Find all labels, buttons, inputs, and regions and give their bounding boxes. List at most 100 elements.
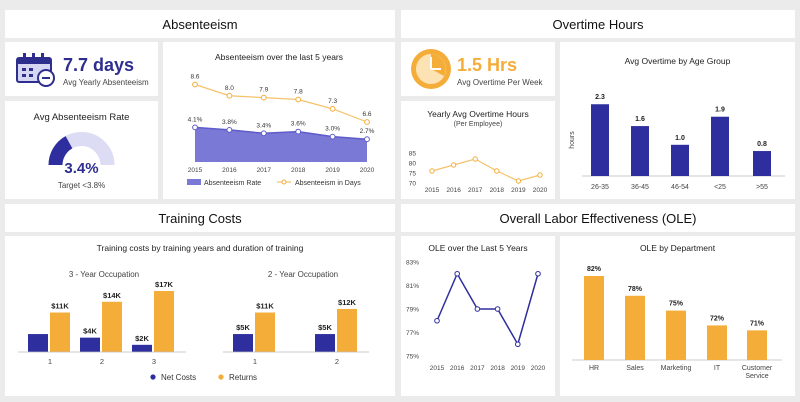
x-tick-label: <25 <box>714 184 726 191</box>
x-tick-label: 1 <box>253 357 257 366</box>
yearly-ot-title: Yearly Avg Overtime Hours <box>427 109 529 119</box>
kpi-overtime-label: Avg Overtime Per Week <box>457 78 543 87</box>
bar-data-label: 82% <box>587 266 602 273</box>
days-point <box>329 105 336 112</box>
calendar-icon <box>16 53 55 87</box>
clock-icon <box>411 49 451 89</box>
ole-point <box>535 270 541 277</box>
overtime-point <box>537 172 543 178</box>
x-tick-label: 2017 <box>468 187 483 194</box>
group-title: 3 - Year Occupation <box>69 270 139 279</box>
days-data-label: 7.3 <box>328 98 337 105</box>
training-panel: Training costs by training years and dur… <box>5 236 395 396</box>
y-axis-label: hours <box>569 131 576 149</box>
kpi-overtime-card: 1.5 Hrs Avg Overtime Per Week <box>401 42 555 96</box>
returns-data-label: $14K <box>103 291 122 300</box>
x-tick-label: 2018 <box>490 365 505 372</box>
bar-data-label: 1.6 <box>635 116 645 123</box>
x-tick-label: 2017 <box>470 365 485 372</box>
bar-data-label: 75% <box>669 301 684 308</box>
x-tick-label: Sales <box>626 365 644 372</box>
x-tick-label: 2019 <box>325 167 340 174</box>
x-tick-label: 2018 <box>490 187 505 194</box>
net-data-label: $5K <box>318 323 332 332</box>
rate-data-label: 2.7% <box>360 128 375 135</box>
days-point <box>260 94 267 101</box>
legend-rate-swatch <box>187 179 201 185</box>
bar-data-label: 1.9 <box>715 107 725 114</box>
y-tick-label: 83% <box>406 260 419 267</box>
absenteeism-rate-line <box>194 126 368 140</box>
section-absenteeism: Absenteeism <box>5 10 395 38</box>
net-cost-bar <box>233 334 253 352</box>
dept-bar <box>625 295 645 360</box>
days-data-label: 8.6 <box>190 74 199 81</box>
x-tick-label: 26-35 <box>591 184 609 191</box>
legend-days-marker <box>281 179 287 185</box>
ole-point <box>454 270 461 277</box>
x-tick-label: Customer <box>742 365 773 372</box>
ole-dept-title: OLE by Department <box>639 243 716 253</box>
x-tick-label-line2: Service <box>745 373 768 380</box>
kpi-absent-days-value: 7.7 days <box>63 55 135 75</box>
overtime-line <box>431 158 541 182</box>
ole-point <box>515 341 521 348</box>
kpi-absent-rate-value: 3.4% <box>64 160 99 177</box>
returns-bar <box>337 308 357 352</box>
net-data-label: $5K <box>236 323 250 332</box>
overtime-point <box>429 168 435 174</box>
overtime-point <box>472 156 478 162</box>
x-tick-label: >55 <box>756 184 768 191</box>
net-data-label: $2K <box>135 334 149 343</box>
overtime-point <box>515 178 522 184</box>
x-tick-label: 36-45 <box>631 184 649 191</box>
ole-dept-panel: OLE by Department 82% 78% 75% 72% 71% HR Sales… <box>560 236 795 396</box>
x-tick-label: 2016 <box>222 167 237 174</box>
rate-point <box>260 130 267 137</box>
age-bar <box>753 151 771 176</box>
ole5-chart: 75% 77% 79% 81% 83% 2015 2016 2017 2018 2019 2020 <box>406 260 546 373</box>
kpi-absent-days-label: Avg Yearly Absenteeism <box>63 78 149 87</box>
x-tick-label: 2018 <box>291 167 306 174</box>
kpi-overtime-value: 1.5 Hrs <box>457 55 518 75</box>
ole-point <box>474 306 481 312</box>
x-tick-label: Marketing <box>661 365 692 372</box>
rate-point <box>329 133 336 140</box>
net-cost-bar <box>132 344 152 352</box>
y-tick-label: 80 <box>409 161 417 168</box>
kpi-absent-rate-card: Avg Absenteeism Rate 3.4% Target <3.8% <box>5 101 158 199</box>
net-data-label: $4K <box>83 327 97 336</box>
x-tick-label: 1 <box>48 357 52 366</box>
kpi-absent-days-card: 7.7 days Avg Yearly Absenteeism <box>5 42 158 96</box>
overtime-point <box>450 162 457 168</box>
yearly-ot-subtitle: (Per Employee) <box>453 121 503 128</box>
yearly-ot-chart: 70 75 80 85 2015 2016 2017 2018 2019 2020 <box>409 151 548 195</box>
returns-data-label: $11K <box>51 302 69 311</box>
yearly-ot-panel: Yearly Avg Overtime Hours (Per Employee)… <box>401 101 555 199</box>
section-overtime: Overtime Hours <box>401 10 795 38</box>
returns-data-label: $11K <box>256 302 274 311</box>
x-tick-label: HR <box>589 365 599 372</box>
x-tick-label: 2015 <box>430 365 445 372</box>
x-tick-label: 46-54 <box>671 184 689 191</box>
y-tick-label: 85 <box>409 151 417 158</box>
days-point <box>192 81 198 88</box>
age-bar <box>591 104 609 176</box>
x-tick-label: 2019 <box>511 187 526 194</box>
x-tick-label: 2015 <box>425 187 440 194</box>
x-tick-label: 2016 <box>446 187 461 194</box>
ole-dept-chart: 82% 78% 75% 72% 71% HR Sales Marketing IT Custome… <box>572 266 782 380</box>
age-bar <box>631 126 649 176</box>
days-data-label: 7.8 <box>294 89 303 96</box>
rate-point <box>226 127 233 133</box>
rate-data-label: 4.1% <box>188 116 203 123</box>
y-tick-label: 81% <box>406 283 419 290</box>
rate-point <box>364 136 370 143</box>
x-tick-label: 2020 <box>533 187 548 194</box>
rate-data-label: 3.0% <box>325 126 340 133</box>
gauge-fill <box>48 136 73 166</box>
ot-age-title: Avg Overtime by Age Group <box>624 56 731 66</box>
training-title: Training costs by training years and dur… <box>96 243 304 253</box>
absent-rate-gauge <box>48 132 115 166</box>
ot-age-panel: Avg Overtime by Age Group hours 2.3 26-35 1… <box>560 42 795 199</box>
